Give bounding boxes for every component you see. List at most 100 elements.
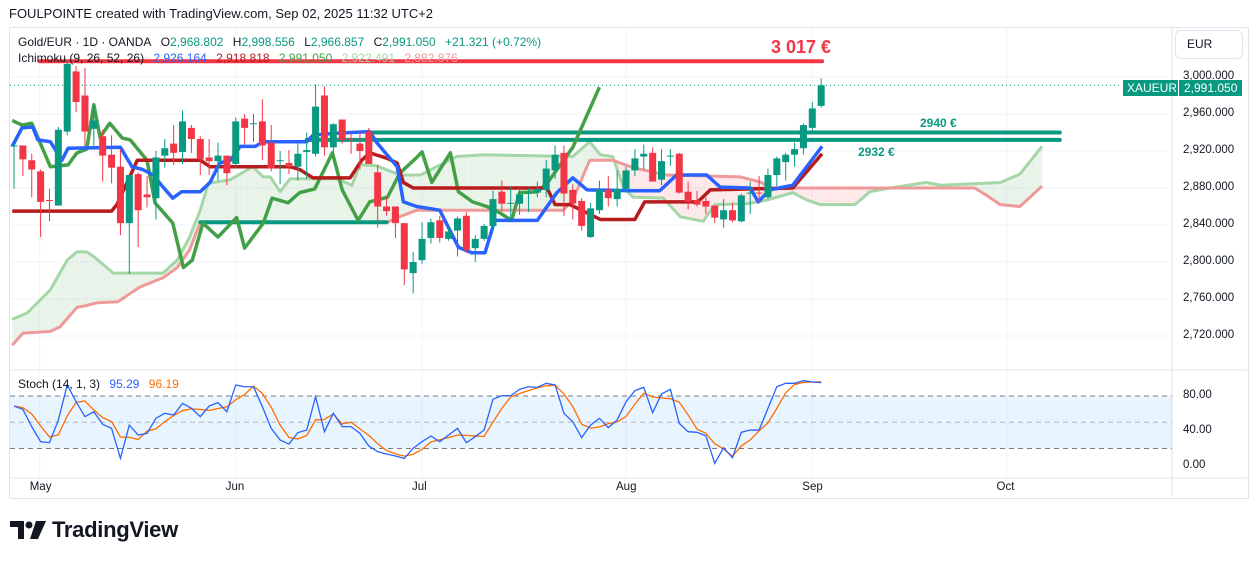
cloud-segment xyxy=(103,264,106,303)
high-value: 2,998.556 xyxy=(241,35,295,49)
candle-body xyxy=(693,200,701,205)
cloud-segment xyxy=(710,176,714,211)
cloud-segment xyxy=(803,188,807,200)
cloud-segment xyxy=(404,175,408,215)
cloud-segment xyxy=(335,178,339,223)
cloud-segment xyxy=(457,156,461,211)
candle-body xyxy=(125,175,133,224)
cloud-segment xyxy=(300,178,304,223)
ichimoku-legend[interactable]: Ichimoku (9, 26, 52, 26) 2,926.164 2,918… xyxy=(18,51,464,65)
cloud-segment xyxy=(539,155,543,211)
cloud-segment xyxy=(211,182,215,223)
candle-body xyxy=(702,200,710,207)
candle-body xyxy=(817,85,825,106)
candle-body xyxy=(232,121,240,164)
close-value: 2,991.050 xyxy=(382,35,436,49)
cloud-segment xyxy=(839,188,842,205)
cloud-segment xyxy=(134,273,137,291)
cloud-segment xyxy=(1036,150,1040,192)
candle-body xyxy=(276,160,284,162)
candle-body xyxy=(391,206,399,224)
cloud-segment xyxy=(493,154,496,211)
level-2932-annotation: 2932 € xyxy=(858,145,895,159)
cloud-segment xyxy=(806,188,809,201)
cloud-segment xyxy=(307,178,310,223)
candle-body xyxy=(684,191,692,202)
cloud-segment xyxy=(471,155,474,211)
cloud-segment xyxy=(220,180,224,223)
cloud-segment xyxy=(32,305,35,333)
cloud-segment xyxy=(449,159,452,211)
candle-body xyxy=(791,149,799,155)
candle-body xyxy=(436,220,444,238)
cloud-segment xyxy=(85,251,88,306)
cloud-segment xyxy=(25,312,29,334)
symbol-legend[interactable]: Gold/EUR · 1D · OANDA O2,968.802 H2,998.… xyxy=(18,35,547,49)
level-2940-annotation: 2940 € xyxy=(920,116,957,130)
cloud-segment xyxy=(852,188,856,205)
cloud-segment xyxy=(247,168,250,223)
cloud-segment xyxy=(214,182,217,223)
price-tick-label: 2,720.000 xyxy=(1183,329,1235,341)
cloud-segment xyxy=(1041,146,1043,187)
cloud-segment xyxy=(302,178,306,223)
cloud-segment xyxy=(409,175,412,214)
currency-button[interactable]: EUR xyxy=(1175,30,1243,59)
cloud-segment xyxy=(411,175,414,213)
cloud-segment xyxy=(358,164,361,223)
cloud-segment xyxy=(96,258,100,303)
price-tick-label: 2,920.000 xyxy=(1183,144,1235,156)
high-label: H xyxy=(232,35,242,49)
cloud-segment xyxy=(229,178,233,223)
candle-body xyxy=(622,170,630,189)
cloud-segment xyxy=(473,155,476,211)
cloud-segment xyxy=(639,169,643,198)
cloud-segment xyxy=(469,155,472,211)
price-tag-symbol: XAUEUR xyxy=(1123,80,1182,96)
candle-body xyxy=(462,215,470,250)
cloud-segment xyxy=(1016,174,1020,207)
cloud-segment xyxy=(129,273,133,294)
candle-body xyxy=(152,157,160,199)
cloud-segment xyxy=(1027,161,1031,200)
candle-body xyxy=(99,136,107,156)
candle-body xyxy=(37,171,45,202)
candle-body xyxy=(471,238,479,249)
cloud-segment xyxy=(1034,153,1038,194)
candle-body xyxy=(711,205,719,218)
stoch-tick-label: 0.00 xyxy=(1183,459,1206,471)
candle-body xyxy=(383,206,391,212)
cloud-segment xyxy=(98,260,102,303)
price-tick-label: 2,960.000 xyxy=(1183,107,1235,119)
tradingview-logo[interactable]: TradingView xyxy=(10,517,178,543)
stoch-k-line xyxy=(13,380,822,465)
cloud-segment xyxy=(777,188,780,198)
candles xyxy=(10,60,825,294)
cloud-segment xyxy=(841,188,845,205)
candle-body xyxy=(161,148,169,156)
cloud-segment xyxy=(324,178,328,223)
candle-body xyxy=(329,124,337,148)
cloud-segment xyxy=(355,169,359,223)
cloud-segment xyxy=(14,317,17,343)
time-tick-label: Oct xyxy=(996,481,1015,493)
cloud-segment xyxy=(837,188,840,205)
cloud-segment xyxy=(577,150,581,189)
cloud-segment xyxy=(637,168,641,198)
cloud-segment xyxy=(298,178,301,223)
cloud-segment xyxy=(1032,155,1035,196)
cloud-segment xyxy=(996,182,1000,204)
candle-body xyxy=(560,152,568,194)
time-tick-label: Jul xyxy=(412,481,427,493)
cloud-segment xyxy=(311,178,315,223)
cloud-segment xyxy=(225,180,228,223)
candle-body xyxy=(595,189,603,211)
stochastic-pane xyxy=(10,380,1172,465)
stoch-legend[interactable]: Stoch (14, 1, 3) 95.29 96.19 xyxy=(18,377,185,391)
cloud-segment xyxy=(848,188,851,205)
low-value: 2,966.857 xyxy=(310,35,365,49)
cloud-segment xyxy=(420,173,423,211)
cloud-segment xyxy=(1018,172,1022,207)
horizontal-levels xyxy=(37,59,1062,225)
